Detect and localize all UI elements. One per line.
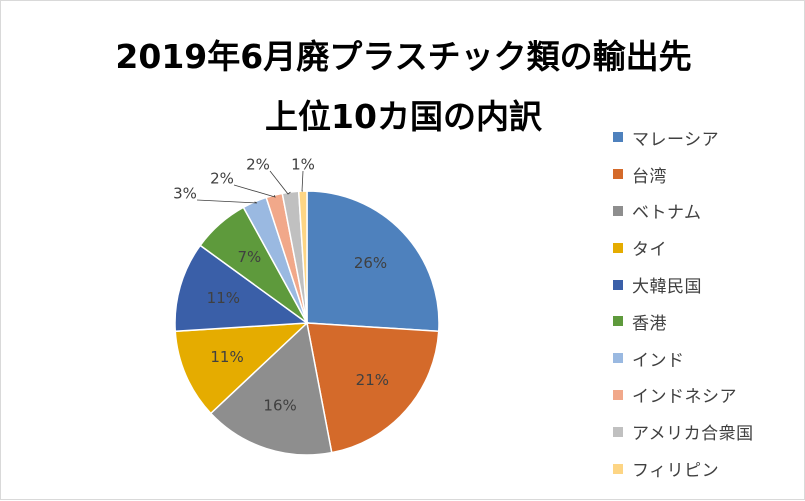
legend-label: 台湾 xyxy=(632,166,667,187)
legend-item-6: 香港 xyxy=(613,303,803,340)
legend-label: アメリカ合衆国 xyxy=(632,424,754,445)
data-label-9: 2% xyxy=(246,156,270,174)
pie-slice-5 xyxy=(174,244,310,333)
data-label-10: 1% xyxy=(291,156,315,174)
legend-swatch xyxy=(613,316,623,327)
legend-item-8: インドネシア xyxy=(613,377,803,414)
legend-label: タイ xyxy=(632,240,667,261)
data-label-5: 11% xyxy=(207,289,240,307)
legend-swatch xyxy=(613,205,623,216)
data-label-2: 21% xyxy=(356,371,389,389)
legend-item-9: アメリカ合衆国 xyxy=(613,413,803,450)
legend-item-5: 大韓民国 xyxy=(613,266,803,303)
leader-line-10 xyxy=(301,170,304,192)
pie-slice-1 xyxy=(306,190,440,333)
data-label-4: 11% xyxy=(210,348,243,366)
legend-swatch xyxy=(613,279,623,290)
data-label-1: 26% xyxy=(354,254,387,272)
pie-slice-4 xyxy=(174,322,310,415)
pie-slice-3 xyxy=(209,321,333,456)
legend-swatch xyxy=(613,169,623,180)
legend-swatch xyxy=(613,389,623,400)
data-label-6: 7% xyxy=(237,248,261,266)
legend-swatch xyxy=(613,463,623,474)
legend-label: 香港 xyxy=(632,313,667,334)
legend-item-10: フィリピン xyxy=(613,450,803,487)
legend-item-7: インド xyxy=(613,340,803,377)
leader-line-9 xyxy=(269,170,291,195)
legend-label: フィリピン xyxy=(632,461,720,482)
data-label-7: 3% xyxy=(173,185,197,203)
leader-line-7 xyxy=(196,199,258,204)
legend-label: インドネシア xyxy=(632,387,737,408)
legend-item-3: ベトナム xyxy=(613,193,803,230)
legend-label: マレーシア xyxy=(632,129,720,150)
chart-title-line-1: 2019年6月廃プラスチック類の輸出先 xyxy=(115,37,692,76)
leader-line-8 xyxy=(233,184,276,198)
legend-swatch xyxy=(613,353,623,364)
data-label-8: 2% xyxy=(210,170,234,188)
data-label-3: 16% xyxy=(263,396,296,414)
legend-item-1: マレーシア xyxy=(613,119,803,156)
pie-slice-2 xyxy=(306,322,440,454)
legend-label: インド xyxy=(632,350,685,371)
legend-swatch xyxy=(613,132,623,143)
legend-swatch xyxy=(613,426,623,437)
pie-slice-10 xyxy=(297,190,308,324)
legend-swatch xyxy=(613,242,623,253)
chart-title-line-2: 上位10カ国の内訳 xyxy=(265,97,542,136)
legend-label: ベトナム xyxy=(632,203,702,224)
legend-item-4: タイ xyxy=(613,229,803,266)
legend-item-2: 台湾 xyxy=(613,156,803,193)
legend-label: 大韓民国 xyxy=(632,277,702,298)
chart-legend: マレーシア台湾ベトナムタイ大韓民国香港インドインドネシア アメリカ合衆国 フィリピン xyxy=(613,119,803,487)
